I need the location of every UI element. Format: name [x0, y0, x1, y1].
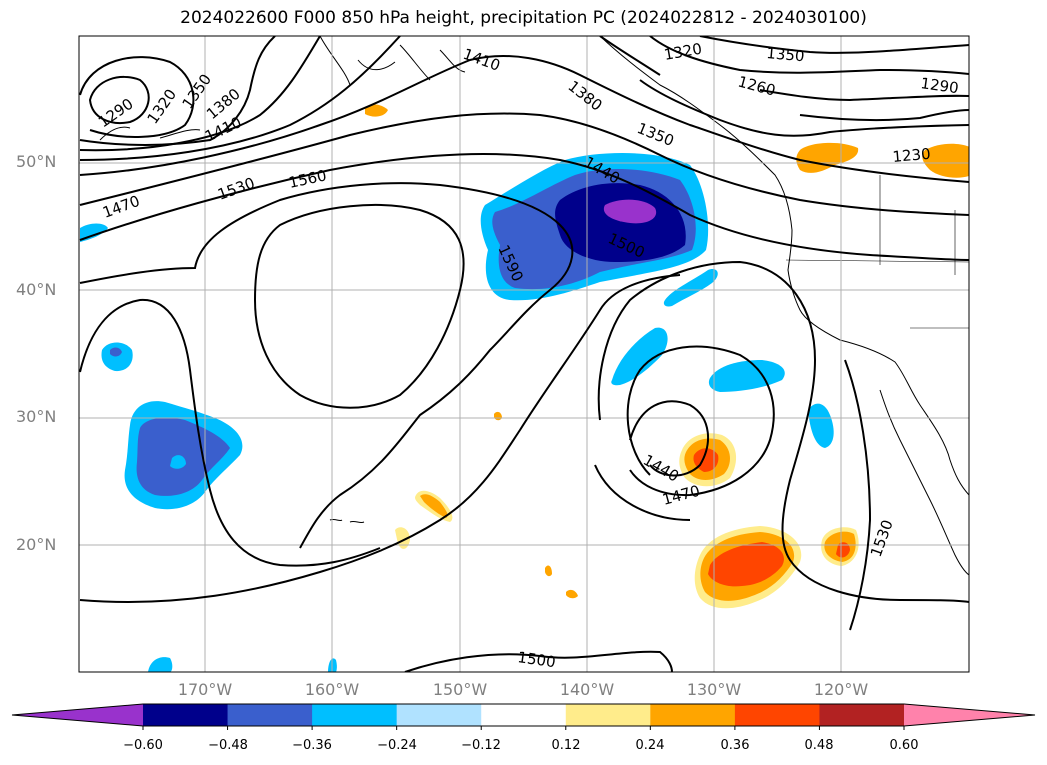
colorbar-tick-label: −0.36 [292, 738, 332, 753]
lat-label: 30°N [16, 407, 57, 426]
contour-label: 1230 [892, 145, 932, 166]
colorbar-tick-label: 0.48 [804, 738, 834, 753]
lat-label: 50°N [16, 152, 57, 171]
colorbar-segment [481, 704, 567, 726]
colorbar-segment [650, 704, 736, 726]
colorbar-segment [227, 704, 313, 726]
colorbar-tick-label: −0.24 [377, 738, 417, 753]
contour-label: 1290 [919, 74, 959, 97]
lon-label: 140°W [559, 680, 615, 699]
colorbar-tick-label: 0.60 [889, 738, 919, 753]
lon-label: 130°W [686, 680, 742, 699]
colorbar-tick-label: −0.12 [461, 738, 501, 753]
height-contours [79, 36, 969, 672]
precip-shading [80, 104, 969, 672]
colorbar-extend-high [904, 704, 1035, 726]
map-background [79, 36, 969, 672]
lon-label: 120°W [813, 680, 869, 699]
contour-label: 1350 [766, 44, 806, 65]
colorbar-tick-label: 0.24 [635, 738, 665, 753]
colorbar-tick-label: −0.60 [123, 738, 163, 753]
colorbar-segment [312, 704, 398, 726]
colorbar [11, 703, 1036, 730]
contour-label: 1500 [516, 648, 556, 671]
lon-label: 150°W [432, 680, 488, 699]
lat-label: 20°N [16, 535, 57, 554]
colorbar-tick-label: 0.12 [551, 738, 581, 753]
map-frame [78, 35, 970, 673]
colorbar-segment [396, 704, 482, 726]
gridlines [79, 36, 969, 672]
colorbar-tick-label: −0.48 [208, 738, 248, 753]
colorbar-tick-label: 0.36 [720, 738, 750, 753]
lon-label: 170°W [177, 680, 233, 699]
colorbar-segment [734, 704, 820, 726]
colorbar-segment [819, 704, 905, 726]
colorbar-segment [143, 704, 229, 726]
map-title: 2024022600 F000 850 hPa height, precipit… [180, 8, 867, 28]
colorbar-segment [565, 704, 651, 726]
colorbar-extend-low [12, 704, 143, 726]
lon-label: 160°W [304, 680, 360, 699]
lat-label: 40°N [16, 280, 57, 299]
